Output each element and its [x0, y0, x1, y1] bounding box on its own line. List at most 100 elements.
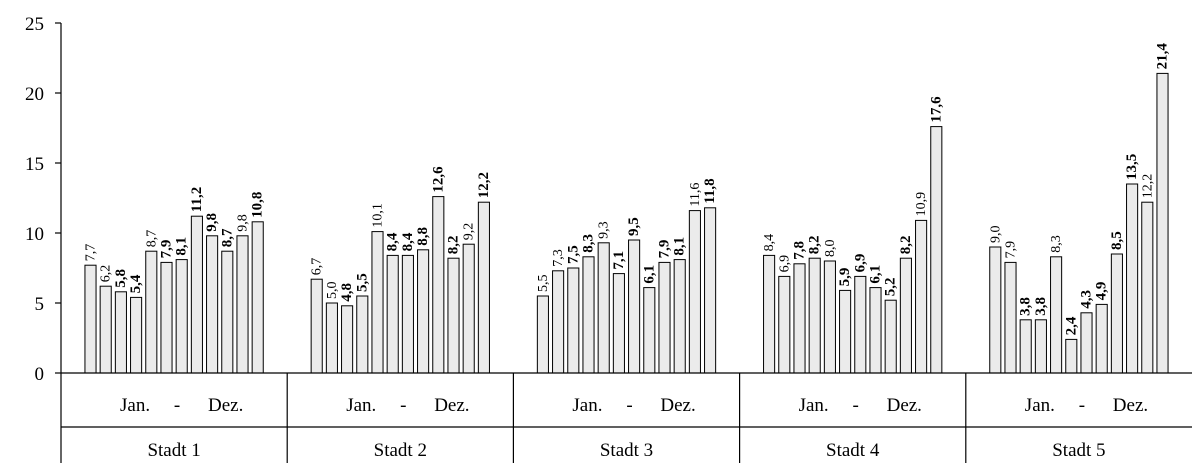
- bar: [597, 242, 610, 374]
- bar: [206, 235, 219, 374]
- bar-value-label: 8,5: [1109, 231, 1125, 250]
- bar-value-label: 4,3: [1079, 290, 1095, 309]
- bar-value-label: 10,8: [250, 192, 266, 218]
- bar: [114, 291, 127, 374]
- bar-value-label: 21,4: [1155, 43, 1171, 70]
- bar: [793, 263, 806, 374]
- bar: [808, 257, 821, 374]
- bar-value-label: 4,9: [1094, 282, 1110, 301]
- month-range-start: Jan.: [799, 395, 829, 416]
- bar-value-label: 8,8: [415, 227, 431, 246]
- bar: [1050, 256, 1063, 374]
- bar: [175, 259, 188, 374]
- bar-value-label: 10,9: [914, 192, 929, 217]
- bar: [1126, 183, 1139, 374]
- bar: [628, 239, 641, 374]
- bar-value-label: 3,8: [1018, 297, 1034, 316]
- bar: [915, 219, 928, 374]
- bar-value-label: 8,3: [581, 234, 597, 253]
- bar-value-label: 7,3: [551, 249, 566, 267]
- bar-value-label: 6,2: [99, 265, 114, 283]
- month-range-start: Jan.: [1025, 395, 1055, 416]
- bar-value-label: 12,2: [1140, 174, 1155, 199]
- bar: [145, 250, 158, 374]
- bar: [884, 299, 897, 374]
- bar: [130, 296, 143, 374]
- bar: [899, 257, 912, 374]
- bar: [536, 295, 549, 374]
- bar: [1080, 312, 1093, 374]
- bar-value-label: 12,6: [430, 166, 446, 193]
- bar-value-label: 6,1: [641, 265, 657, 284]
- month-range-separator: -: [626, 395, 632, 416]
- bar: [673, 259, 686, 374]
- y-tick-label: 25: [25, 14, 44, 35]
- bar: [1065, 338, 1078, 374]
- bar: [930, 126, 943, 374]
- bar: [447, 257, 460, 374]
- bar-value-label: 5,9: [837, 268, 853, 287]
- bar-value-label: 7,8: [792, 241, 808, 260]
- bar-value-label: 7,5: [565, 245, 581, 264]
- bar-value-label: 9,0: [988, 226, 1003, 244]
- city-label: Stadt 3: [600, 440, 653, 461]
- bar-value-label: 5,0: [325, 282, 340, 300]
- bar-value-label: 8,7: [144, 230, 159, 248]
- bar: [371, 231, 384, 374]
- bar: [477, 201, 490, 374]
- bar-value-label: 5,8: [113, 269, 129, 288]
- bar-value-label: 7,1: [611, 251, 627, 270]
- bar-value-label: 8,7: [219, 228, 235, 247]
- bar: [310, 278, 323, 374]
- bar-value-label: 9,2: [462, 223, 477, 241]
- bar-value-label: 9,5: [626, 217, 642, 236]
- bar: [190, 215, 203, 374]
- month-range-end: Dez.: [434, 395, 469, 416]
- bar: [869, 287, 882, 374]
- bars-layer: [84, 72, 1169, 374]
- bar: [582, 256, 595, 374]
- bar-value-label: 11,2: [189, 187, 205, 212]
- bar: [1019, 319, 1032, 374]
- month-range-start: Jan.: [120, 395, 150, 416]
- bar: [1034, 319, 1047, 374]
- bar: [401, 254, 414, 374]
- bar-value-label: 8,4: [385, 232, 401, 251]
- city-label: Stadt 5: [1052, 440, 1105, 461]
- bar-value-label: 5,4: [128, 274, 144, 293]
- bar-value-label: 8,4: [762, 234, 777, 252]
- bar: [251, 221, 264, 374]
- bar-value-label: 8,0: [823, 240, 838, 258]
- bar-value-label: 17,6: [928, 96, 944, 123]
- bar-value-label: 6,9: [852, 254, 868, 273]
- bar-value-label: 9,8: [236, 214, 251, 232]
- bar: [1141, 201, 1154, 374]
- bar-value-label: 8,2: [446, 235, 462, 254]
- bar: [688, 210, 701, 374]
- bar-value-label: 3,8: [1033, 297, 1049, 316]
- bar: [823, 260, 836, 374]
- bar-value-label: 5,2: [883, 277, 899, 296]
- bar: [552, 270, 565, 374]
- month-range-end: Dez.: [887, 395, 922, 416]
- bar-value-label: 7,7: [84, 244, 99, 262]
- month-range-separator: -: [1079, 395, 1085, 416]
- bar: [417, 249, 430, 374]
- x-axis: Jan. - Dez. Stadt 1 Jan. - Dez. Stadt 2 Jan. - Dez…: [61, 372, 1192, 463]
- bar: [84, 264, 97, 374]
- bar: [763, 254, 776, 374]
- y-tick-label: 20: [25, 84, 44, 105]
- bar-value-label: 9,3: [597, 221, 612, 239]
- y-tick-label: 5: [35, 294, 45, 315]
- bar-value-label: 8,3: [1049, 235, 1064, 253]
- bar-value-label: 7,9: [657, 240, 673, 259]
- bar-value-label: 8,2: [807, 235, 823, 254]
- bar: [612, 273, 625, 374]
- bar-value-label: 6,7: [310, 258, 325, 276]
- bar: [160, 261, 173, 374]
- month-range-separator: -: [853, 395, 859, 416]
- bar: [432, 196, 445, 374]
- bar-value-label: 7,9: [159, 240, 175, 259]
- bar: [221, 250, 234, 374]
